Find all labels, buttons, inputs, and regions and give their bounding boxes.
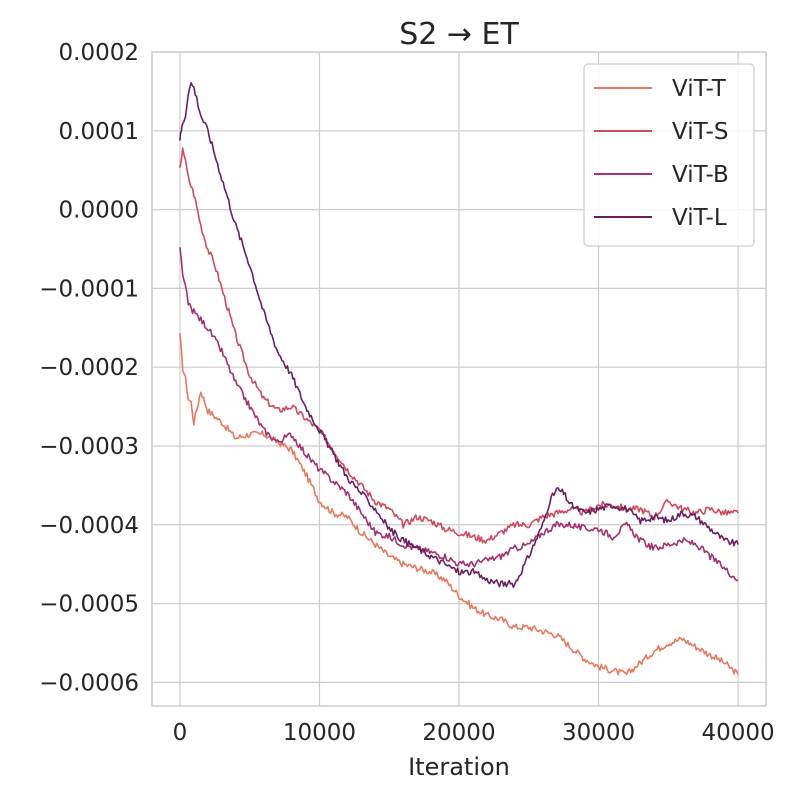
y-tick-label: −0.0003 (39, 434, 139, 460)
legend-label: ViT-L (672, 205, 727, 231)
x-axis-label: Iteration (408, 753, 510, 781)
y-tick-label: −0.0001 (39, 276, 139, 302)
y-tick-label: 0.0002 (59, 40, 139, 66)
series-line-vit-l (179, 82, 739, 588)
y-tick-label: −0.0006 (39, 670, 139, 696)
tick-labels: 0 10000 20000 30000 40000 0.0002 0.0001 0.0000 −… (39, 40, 774, 746)
chart-title: S2 → ET (399, 17, 519, 52)
x-tick-label: 40000 (702, 720, 775, 746)
series-line-vit-b (179, 247, 739, 582)
legend-label: ViT-B (672, 162, 729, 188)
y-tick-label: 0.0000 (59, 198, 139, 224)
legend-items: ViT-T ViT-S ViT-B ViT-L (594, 76, 729, 231)
x-tick-label: 10000 (283, 720, 356, 746)
legend-label: ViT-S (672, 119, 728, 145)
series-layer (179, 82, 739, 676)
legend-box (583, 63, 755, 247)
x-tick-label: 0 (173, 720, 188, 746)
x-tick-label: 30000 (562, 720, 635, 746)
series-line-vit-s (179, 147, 739, 544)
x-tick-label: 20000 (422, 720, 495, 746)
y-tick-label: −0.0004 (39, 513, 139, 539)
y-tick-label: −0.0002 (39, 355, 139, 381)
y-tick-label: −0.0005 (39, 592, 139, 618)
legend: ViT-T ViT-S ViT-B ViT-L (583, 63, 755, 247)
legend-label: ViT-T (672, 76, 727, 102)
y-tick-label: 0.0001 (59, 119, 139, 145)
plot-frame (151, 51, 767, 707)
